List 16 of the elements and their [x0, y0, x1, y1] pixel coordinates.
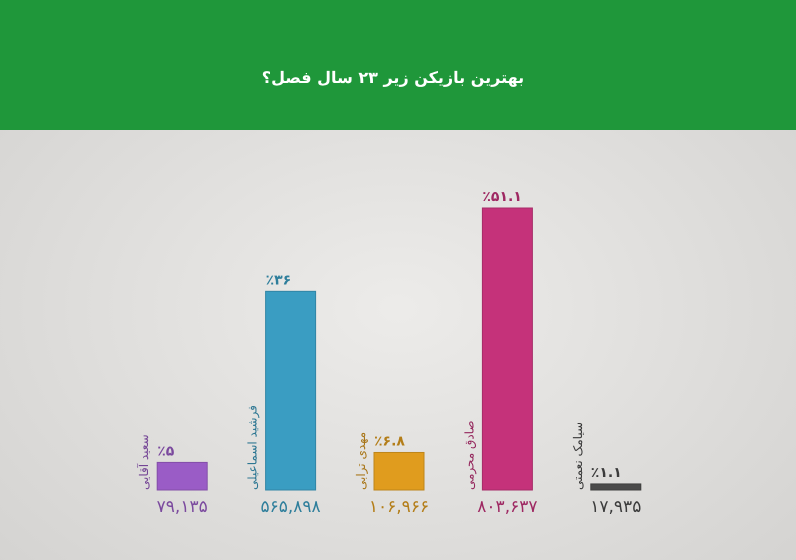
category-label: سعید آقایی: [137, 434, 152, 490]
value-label: ٪۵: [157, 443, 174, 460]
value-label: ٪۵۱.۱: [482, 189, 522, 205]
category-label: صادق محرمی: [462, 420, 476, 490]
annotation: ۷۹,۱۳۵: [156, 497, 208, 517]
category-label: مهدی ترابی: [354, 432, 368, 490]
annotation: ۱۰۶,۹۶۶: [368, 497, 430, 517]
value-label: ٪۶.۸: [374, 433, 405, 450]
annotation: ۵۶۵,۸۹۸: [260, 497, 321, 517]
value-label: ٪۱.۱: [590, 464, 622, 481]
annotation: ۸۰۳,۶۳۷: [477, 497, 538, 517]
category-label: سیامک نعمتی: [570, 422, 585, 490]
value-label: ٪۳۶: [266, 272, 292, 288]
title: بهترین بازیکن زیر ۲۳ سال فصل؟: [262, 68, 524, 87]
category-label: فرشید اسماعیلی: [246, 405, 260, 490]
annotation: ۱۷,۹۳۵: [590, 497, 642, 517]
